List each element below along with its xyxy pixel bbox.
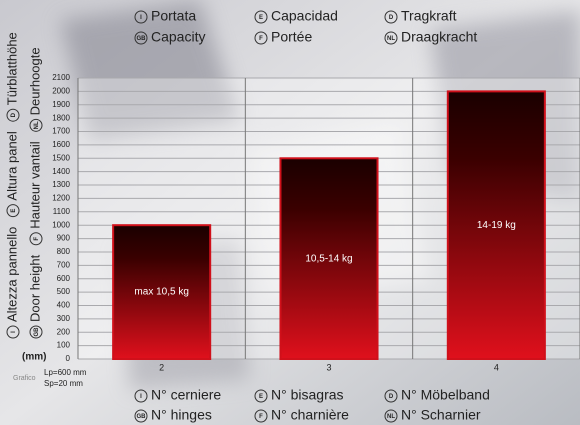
bar-annotation: 10,5-14 kg (305, 253, 352, 264)
y-tick-label: 500 (57, 287, 71, 296)
item-label: Door height (27, 254, 42, 322)
code: F (259, 36, 263, 42)
y-tick-label: 700 (57, 260, 71, 269)
item-label: N° cerniere (151, 387, 221, 403)
item-label: Altezza pannello (4, 227, 19, 322)
code: NL (387, 414, 395, 420)
code: NL (34, 121, 40, 129)
code: F (259, 414, 263, 420)
code: D (11, 112, 17, 117)
y-axis-title: GB Door height F Hauteur vantail NL Deurhoogt… (27, 47, 42, 338)
code: E (259, 394, 263, 400)
code: NL (387, 36, 395, 42)
x-tick-label: 4 (494, 362, 499, 372)
item-label: Draagkracht (401, 29, 477, 45)
y-tick-label: 400 (57, 301, 71, 310)
x-tick-label: 2 (159, 362, 164, 372)
item-label: Deurhoogte (27, 47, 42, 115)
item-label: Capacidad (271, 8, 338, 24)
item-label: N° Möbelband (401, 387, 490, 403)
x-tick-label: 3 (326, 362, 331, 372)
item-label: Portée (271, 29, 312, 45)
note-title: Grafico (13, 375, 36, 382)
code: GB (34, 327, 40, 337)
y-tick-label: 1900 (52, 100, 70, 109)
item-label: Türblatthöhe (4, 32, 19, 105)
item-label: Capacity (151, 29, 205, 45)
code: F (34, 237, 40, 241)
y-tick-label: 1100 (53, 207, 71, 216)
y-tick-label: 800 (57, 247, 71, 256)
y-tick-label: 100 (57, 341, 71, 350)
item-label: N° bisagras (271, 387, 344, 403)
y-tick-label: 1500 (52, 153, 70, 162)
code: E (259, 15, 263, 21)
y-tick-label: 200 (57, 327, 71, 336)
y-tick-label: 1300 (52, 180, 70, 189)
y-tick-label: 0 (66, 354, 71, 363)
y-tick-label: 600 (57, 274, 71, 283)
note: Lp=600 mm (44, 368, 87, 377)
code: D (389, 15, 394, 21)
item-label: N° hinges (151, 407, 212, 423)
y-unit: (mm) (22, 352, 46, 363)
y-tick-label: 2000 (52, 86, 70, 95)
y-tick-label: 1200 (52, 194, 70, 203)
bar-annotation: 14-19 kg (477, 220, 516, 231)
item-label: N° Scharnier (401, 407, 481, 423)
item-label: Altura panel (4, 131, 19, 200)
code: GB (137, 414, 147, 420)
labeled-item: D N° Möbelband (385, 387, 490, 403)
note: Sp=20 mm (44, 379, 83, 388)
y-tick-label: 1400 (52, 167, 70, 176)
code: E (11, 209, 17, 213)
labeled-item: F Hauteur vantail (27, 141, 42, 245)
code: D (389, 394, 394, 400)
item-label: Portata (151, 8, 196, 24)
item-label: Hauteur vantail (27, 141, 42, 229)
y-tick-label: 900 (57, 234, 71, 243)
item-label: Tragkraft (401, 8, 457, 24)
y-tick-label: 1800 (52, 113, 70, 122)
chart: 0 100 200 300 400 500 600 700 800 900 1000 1100 1200… (0, 0, 580, 425)
y-tick-label: 1600 (52, 140, 70, 149)
code: GB (137, 36, 147, 42)
y-tick-label: 1000 (52, 220, 70, 229)
y-tick-label: 300 (57, 314, 71, 323)
item-label: N° charnière (271, 407, 349, 423)
bar-annotation: max 10,5 kg (134, 287, 188, 298)
y-tick-label: 1700 (52, 127, 70, 136)
y-tick-label: 2100 (52, 73, 70, 82)
